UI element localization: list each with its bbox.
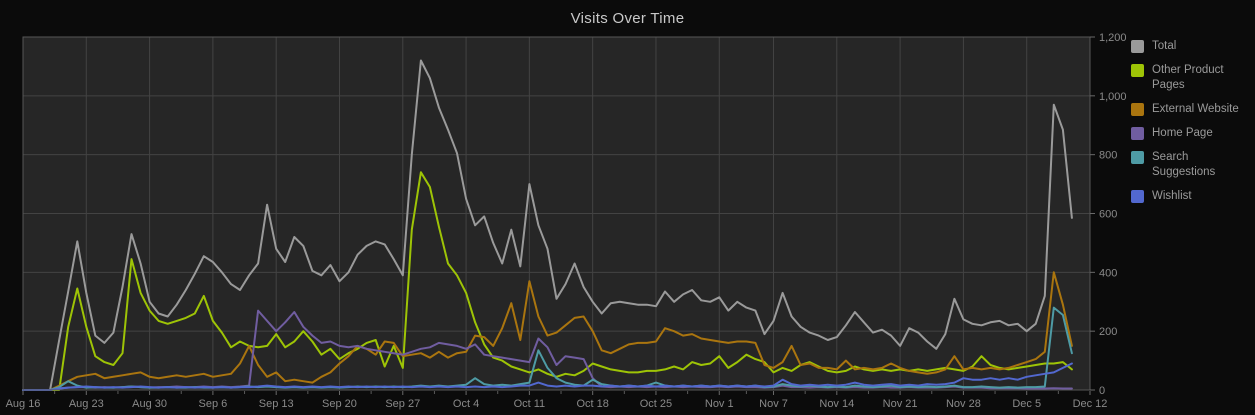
x-tick-label: Nov 21 [883,398,918,410]
legend-label: Home Page [1152,126,1213,139]
legend-item-wishlist[interactable]: Wishlist [1131,189,1255,204]
legend-label: External Website [1152,102,1239,115]
chart-title: Visits Over Time [570,10,685,27]
series-line-other-product-pages [22,171,1073,391]
legend-swatch [1131,126,1144,140]
x-tick-label: Oct 4 [453,398,479,410]
y-tick-label: 400 [1099,267,1117,279]
y-tick-label: 200 [1099,326,1117,338]
x-tick-label: Dec 5 [1012,398,1041,410]
series-line-total [22,59,1073,391]
y-tick-label: 1,200 [1099,32,1127,44]
series-line-external-website [22,271,1073,391]
x-tick-label: Oct 11 [514,398,546,410]
x-tick-label: Aug 16 [6,398,41,410]
legend-swatch [1131,40,1144,53]
y-tick-label: 800 [1099,150,1117,162]
x-tick-label: Sep 20 [322,398,357,410]
x-tick-label: Nov 7 [759,398,788,410]
legend-label: Wishlist [1152,189,1192,202]
x-tick-label: Nov 28 [946,398,981,410]
legend-label: Total [1152,40,1177,52]
x-tick-label: Nov 14 [819,398,854,410]
x-tick-label: Aug 23 [69,398,104,410]
legend-item-external-website[interactable]: External Website [1131,102,1255,117]
x-tick-label: Aug 30 [132,398,167,410]
y-tick-label: 0 [1099,385,1105,397]
legend-swatch [1131,150,1144,164]
legend-swatch [1131,63,1144,77]
legend-item-other-product-pages[interactable]: Other Product Pages [1131,63,1255,93]
x-tick-label: Oct 18 [576,398,608,410]
legend-label: Other Product Pages [1152,63,1224,91]
chart-legend: Total Other Product Pages External Website… [1131,39,1255,213]
legend-item-search-suggestions[interactable]: Search Suggestions [1131,150,1255,180]
legend-item-total[interactable]: Total [1131,39,1255,54]
y-tick-label: 1,000 [1099,91,1127,103]
x-tick-label: Sep 13 [259,398,294,410]
x-tick-label: Oct 25 [640,398,672,410]
x-tick-label: Nov 1 [705,398,734,410]
x-tick-label: Sep 27 [385,398,420,410]
legend-label: Search Suggestions [1152,150,1216,178]
x-tick-label: Sep 6 [199,398,228,410]
legend-item-home-page[interactable]: Home Page [1131,126,1255,141]
legend-swatch [1131,102,1144,116]
legend-swatch [1131,189,1144,203]
x-tick-label: Dec 12 [1073,398,1108,410]
series-line-wishlist [22,362,1073,391]
y-tick-label: 600 [1099,209,1117,221]
